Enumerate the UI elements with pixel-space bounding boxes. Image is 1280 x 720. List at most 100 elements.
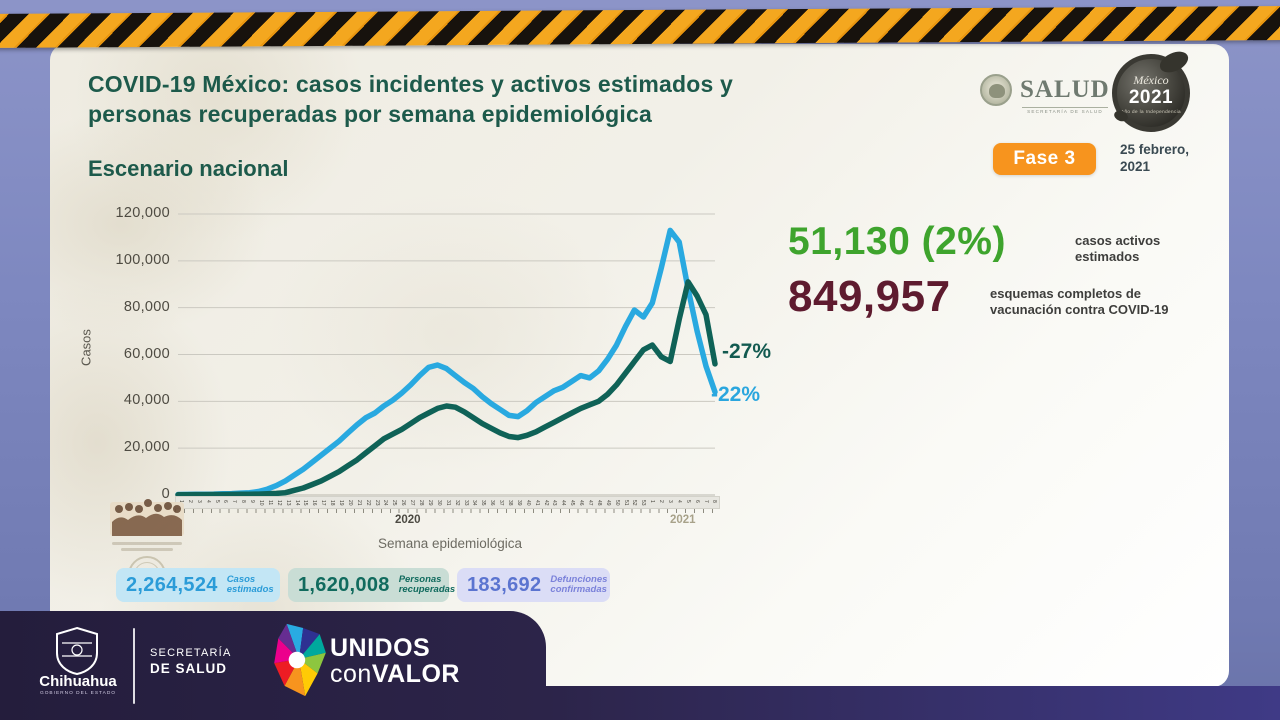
week-tick-label: 1 xyxy=(649,500,656,503)
badge-casos-estimados: 2,264,524 Casos estimados xyxy=(116,568,280,602)
week-tick-label: 23 xyxy=(373,500,380,506)
year-label-2020: 2020 xyxy=(395,514,421,526)
y-tick-label: 0 xyxy=(161,486,170,502)
week-tick-label: 13 xyxy=(284,500,291,506)
week-tick-label: 44 xyxy=(560,500,567,506)
line-personas-recuperadas xyxy=(175,279,718,498)
week-tick-label: 38 xyxy=(506,500,513,506)
mexico-2021-line2: 2021 xyxy=(1128,86,1174,108)
badge-personas-recuperadas-label: Personas recuperadas xyxy=(398,573,456,595)
week-tick-label: 2 xyxy=(658,500,665,503)
week-tick-label: 2 xyxy=(186,500,193,503)
week-tick-label: 3 xyxy=(195,500,202,503)
week-tick-label: 48 xyxy=(595,500,602,506)
week-tick-label: 34 xyxy=(471,500,478,506)
badge-personas-recuperadas-value: 1,620,008 xyxy=(298,573,390,596)
footer-branding: Chihuahua GOBIERNO DEL ESTADO SECRETARÍA… xyxy=(0,611,546,720)
week-tick-label: 20 xyxy=(346,500,353,506)
week-tick-label: 46 xyxy=(578,500,585,506)
week-tick-label: 10 xyxy=(258,500,265,506)
year-label-2021: 2021 xyxy=(670,514,696,526)
badge-defunciones-confirmadas-value: 183,692 xyxy=(467,573,542,596)
week-tick-label: 32 xyxy=(453,500,460,506)
annotation-estimados-change: -22% xyxy=(711,383,761,406)
date-label: 25 febrero, 2021 xyxy=(1120,142,1189,176)
secretaria-de-salud-label: SECRETARÍA DE SALUD xyxy=(150,647,232,676)
gridlines xyxy=(178,213,715,496)
week-tick-label: 6 xyxy=(693,500,700,503)
week-tick-label: 5 xyxy=(213,500,220,503)
y-tick-label: 60,000 xyxy=(123,345,170,362)
week-tick-label: 27 xyxy=(409,500,416,506)
week-tick-label: 42 xyxy=(542,500,549,506)
week-tick-label: 28 xyxy=(418,500,425,506)
y-tick-label: 120,000 xyxy=(115,205,170,221)
week-tick-label: 36 xyxy=(489,500,496,506)
week-tick-label: 37 xyxy=(498,500,505,506)
unidos-con-valor-wordmark: UNIDOS conVALOR xyxy=(330,634,460,688)
state-name: Chihuahua xyxy=(39,673,117,690)
week-tick-label: 9 xyxy=(249,500,256,503)
week-tick-label: 4 xyxy=(675,500,682,503)
week-tick-label: 24 xyxy=(382,500,389,506)
y-tick-label: 20,000 xyxy=(123,439,170,456)
week-tick-label: 25 xyxy=(391,500,398,506)
date-line1: 25 febrero, xyxy=(1120,142,1190,157)
week-tick-label: 14 xyxy=(293,500,300,506)
week-tick-label: 15 xyxy=(302,500,309,506)
week-tick-label: 3 xyxy=(666,500,673,503)
week-tick-label: 41 xyxy=(533,500,540,506)
date-line2: 2021 xyxy=(1120,158,1151,174)
chihuahua-shield-icon xyxy=(56,626,98,676)
week-tick-label: 11 xyxy=(266,500,273,506)
salud-subtext: SECRETARÍA DE SALUD xyxy=(1022,107,1108,114)
week-tick-label: 18 xyxy=(329,500,336,506)
salud-eagle-seal-icon xyxy=(980,74,1012,106)
week-tick-label: 7 xyxy=(702,500,709,503)
active-cases-label: casos activos estimados xyxy=(1075,233,1161,265)
week-tick-label: 12 xyxy=(275,500,282,506)
badge-defunciones-confirmadas: 183,692 Defunciones confirmadas xyxy=(457,568,610,602)
week-tick-label: 8 xyxy=(240,500,247,503)
week-tick-label: 7 xyxy=(231,500,238,503)
footer-divider xyxy=(133,628,135,704)
week-tick-label: 26 xyxy=(400,500,407,506)
y-tick-label: 40,000 xyxy=(123,392,170,409)
week-tick-label: 49 xyxy=(604,500,611,506)
week-tick-label: 19 xyxy=(338,500,345,506)
state-subtitle: GOBIERNO DEL ESTADO xyxy=(39,691,117,696)
salud-wordmark: SALUD xyxy=(1020,76,1110,103)
active-cases-value: 51,130 (2%) xyxy=(788,220,1006,263)
week-tick-label: 35 xyxy=(480,500,487,506)
week-tick-label: 40 xyxy=(524,500,531,506)
week-tick-label: 29 xyxy=(426,500,433,506)
mexico-2021-emblem: México 2021 Año de la Independencia xyxy=(1112,54,1190,132)
y-tick-label: 80,000 xyxy=(123,298,170,315)
page-title-line2: personas recuperadas por semana epidemio… xyxy=(88,100,652,127)
week-tick-label: 47 xyxy=(586,500,593,506)
y-tick-label: 100,000 xyxy=(115,251,170,268)
independence-figures-watermark xyxy=(110,499,184,536)
badge-defunciones-confirmadas-label: Defunciones confirmadas xyxy=(550,573,608,595)
week-tick-label: 6 xyxy=(222,500,229,503)
mexico-2021-line1: México xyxy=(1133,72,1169,87)
week-tick-label: 45 xyxy=(569,500,576,506)
line-chart xyxy=(175,213,718,498)
week-tick-label: 22 xyxy=(364,500,371,506)
line-casos-incidentes-estimados xyxy=(175,227,718,498)
week-tick-label: 4 xyxy=(204,500,211,503)
week-tick-label: 53 xyxy=(640,500,647,506)
week-tick-label: 21 xyxy=(355,500,362,506)
badge-casos-estimados-value: 2,264,524 xyxy=(126,573,218,596)
week-tick-label: 17 xyxy=(320,500,327,506)
mexico-2021-line3: Año de la Independencia xyxy=(1120,108,1182,114)
x-axis-title: Semana epidemiológica xyxy=(377,536,523,551)
week-tick-label: 5 xyxy=(684,500,691,503)
watermark-caption xyxy=(112,542,182,554)
x-axis-tick-marks xyxy=(175,509,720,513)
week-tick-label: 50 xyxy=(613,500,620,506)
page-title: COVID-19 México: casos incidentes y acti… xyxy=(88,70,733,130)
week-tick-label: 30 xyxy=(435,500,442,506)
week-tick-label: 8 xyxy=(711,500,718,503)
vaccination-value: 849,957 xyxy=(788,272,951,321)
